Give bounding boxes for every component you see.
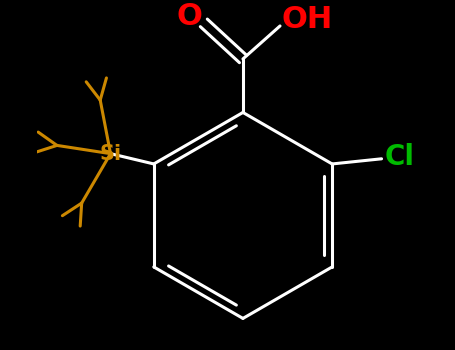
Text: Si: Si xyxy=(100,144,121,164)
Text: OH: OH xyxy=(281,5,333,34)
Text: O: O xyxy=(177,2,202,31)
Text: Cl: Cl xyxy=(385,143,415,171)
